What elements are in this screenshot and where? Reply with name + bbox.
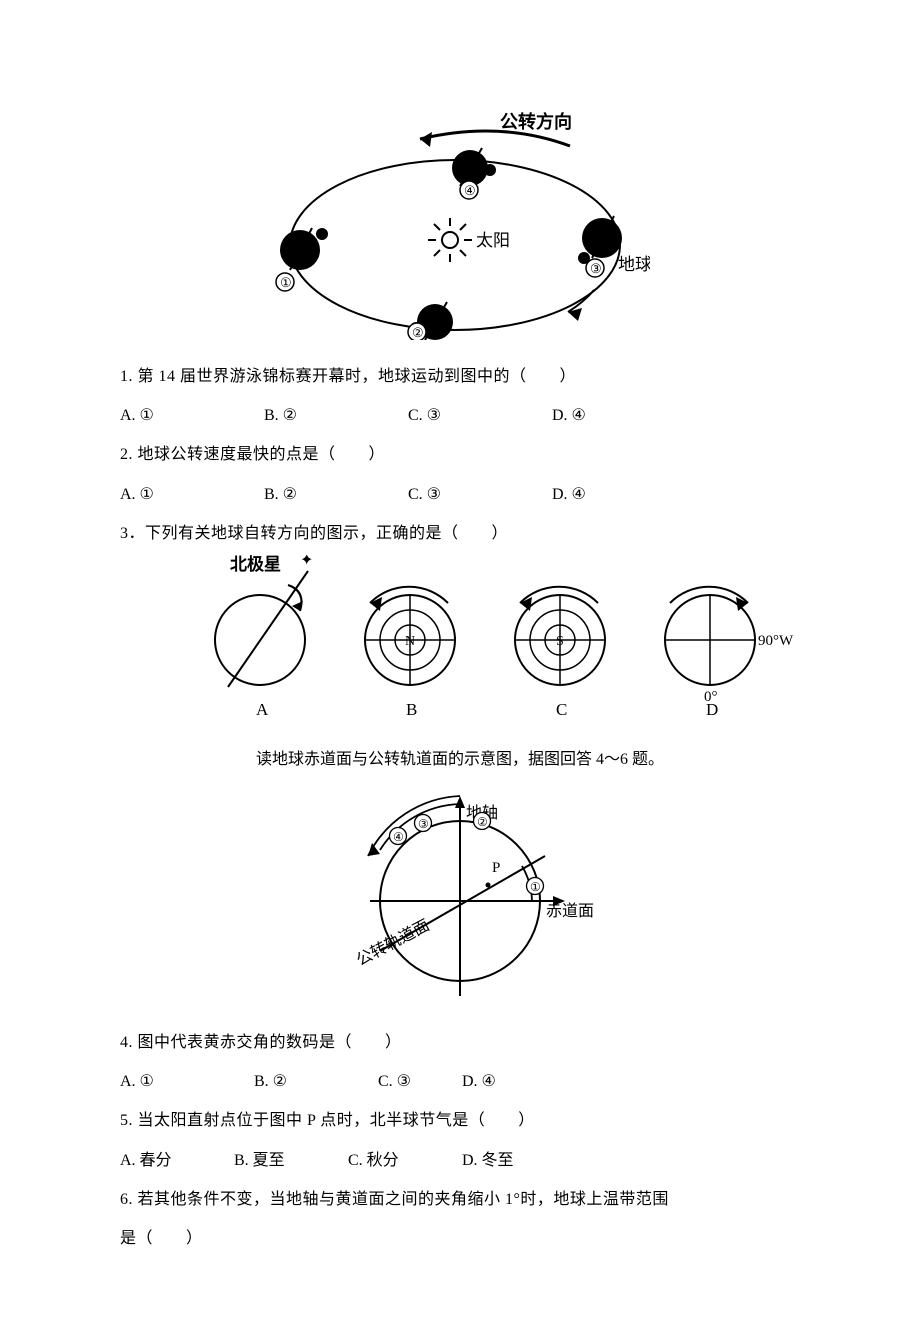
q1-options: A. ① B. ② C. ③ D. ④ — [120, 398, 800, 433]
earth-pos-4 — [452, 148, 496, 186]
q5-opt-a: A. 春分 — [120, 1143, 230, 1178]
pos4-num: ④ — [464, 183, 476, 198]
rotation-a: ✦ A — [215, 555, 313, 719]
pos3-num: ③ — [590, 261, 602, 276]
q5-options: A. 春分 B. 夏至 C. 秋分 D. 冬至 — [120, 1143, 800, 1178]
q2-text: 2. 地球公转速度最快的点是（ ） — [120, 437, 800, 472]
earth-label: 地球 — [618, 255, 650, 274]
figure-rotation-options: 北极星 ✦ A N B — [120, 555, 800, 730]
q4-opt-a: A. ① — [120, 1064, 250, 1099]
pos2-num: ② — [412, 325, 424, 340]
q1-text: 1. 第 14 届世界游泳锦标赛开幕时，地球运动到图中的（ ） — [120, 359, 800, 394]
note-4-6: 读地球赤道面与公转轨道面的示意图，据图回答 4～6 题。 — [120, 744, 800, 776]
figure-obliquity: 地轴 赤道面 公转轨道面 P ① ② ③ ④ — [120, 786, 800, 1011]
sun-icon — [428, 218, 472, 262]
svg-text:①: ① — [280, 275, 292, 290]
rotation-d: 90°W 0° D — [665, 587, 794, 719]
svg-text:P: P — [492, 860, 500, 876]
q2-opt-a: A. ① — [120, 477, 260, 512]
q2-options: A. ① B. ② C. ③ D. ④ — [120, 477, 800, 512]
earth-pos-1: ① — [276, 228, 328, 291]
q6-text-line2: 是（ ） — [120, 1221, 800, 1256]
q5-opt-b: B. 夏至 — [234, 1143, 344, 1178]
svg-text:B: B — [406, 700, 417, 719]
svg-text:③: ③ — [418, 817, 429, 831]
q4-opt-c: C. ③ — [378, 1064, 458, 1099]
q5-text: 5. 当太阳直射点位于图中 P 点时，北半球节气是（ ） — [120, 1103, 800, 1138]
svg-text:S: S — [556, 634, 564, 649]
page: 公转方向 太阳 — [0, 0, 920, 1320]
q4-text: 4. 图中代表黄赤交角的数码是（ ） — [120, 1025, 800, 1060]
svg-text:赤道面: 赤道面 — [546, 902, 594, 920]
q1-opt-c: C. ③ — [408, 398, 548, 433]
svg-text:④: ④ — [393, 830, 404, 844]
obliquity-svg: 地轴 赤道面 公转轨道面 P ① ② ③ ④ — [310, 786, 610, 1006]
svg-text:公转轨道面: 公转轨道面 — [353, 916, 432, 969]
q2-opt-c: C. ③ — [408, 477, 548, 512]
polaris-label: 北极星 — [230, 555, 281, 574]
q1-opt-b: B. ② — [264, 398, 404, 433]
rotation-svg: 北极星 ✦ A N B — [180, 555, 800, 725]
svg-text:N: N — [405, 634, 415, 649]
svg-text:C: C — [556, 700, 567, 719]
svg-text:90°W: 90°W — [758, 633, 794, 649]
earth-pos-3 — [578, 216, 622, 264]
q2-opt-d: D. ④ — [552, 477, 586, 512]
q4-opt-b: B. ② — [254, 1064, 374, 1099]
svg-text:②: ② — [477, 815, 488, 829]
orbit-svg: 公转方向 太阳 — [270, 110, 650, 340]
q5-opt-d: D. 冬至 — [462, 1143, 514, 1178]
q4-opt-d: D. ④ — [462, 1064, 496, 1099]
rotation-c: S C — [515, 587, 605, 719]
svg-text:✦: ✦ — [300, 555, 313, 569]
q1-opt-a: A. ① — [120, 398, 260, 433]
q6-text-line1: 6. 若其他条件不变，当地轴与黄道面之间的夹角缩小 1°时，地球上温带范围 — [120, 1182, 800, 1217]
orbit-arrow-head — [420, 132, 432, 147]
q2-opt-b: B. ② — [264, 477, 404, 512]
q4-options: A. ① B. ② C. ③ D. ④ — [120, 1064, 800, 1099]
rotation-b: N B — [365, 587, 455, 719]
sun-label: 太阳 — [476, 231, 510, 250]
q3-text: 3．下列有关地球自转方向的图示，正确的是（ ） — [120, 516, 800, 551]
svg-text:A: A — [256, 700, 269, 719]
orbit-arrow-path — [420, 131, 570, 146]
svg-text:D: D — [706, 700, 718, 719]
svg-text:①: ① — [530, 880, 541, 894]
figure-orbit: 公转方向 太阳 — [120, 110, 800, 345]
q5-opt-c: C. 秋分 — [348, 1143, 458, 1178]
q1-opt-d: D. ④ — [552, 398, 586, 433]
orbit-direction-label: 公转方向 — [500, 111, 572, 132]
